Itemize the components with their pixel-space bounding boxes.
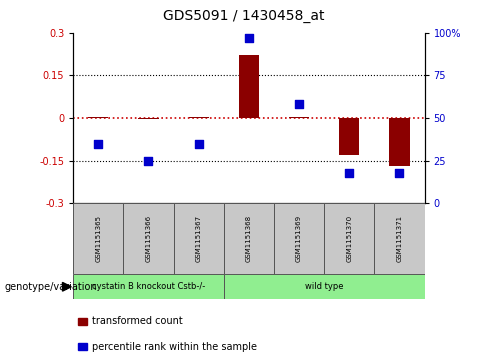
Bar	[289, 117, 309, 118]
Point	[346, 170, 353, 175]
FancyBboxPatch shape	[224, 203, 274, 274]
Text: cystatin B knockout Cstb-/-: cystatin B knockout Cstb-/-	[92, 282, 205, 291]
FancyBboxPatch shape	[374, 203, 425, 274]
Text: GDS5091 / 1430458_at: GDS5091 / 1430458_at	[163, 9, 325, 23]
Bar	[339, 118, 359, 155]
Text: wild type: wild type	[305, 282, 344, 291]
Bar	[239, 56, 259, 118]
Bar	[389, 118, 409, 166]
Text: transformed count: transformed count	[92, 316, 183, 326]
FancyBboxPatch shape	[73, 274, 224, 299]
Polygon shape	[62, 282, 71, 291]
Text: GSM1151370: GSM1151370	[346, 215, 352, 262]
FancyBboxPatch shape	[224, 274, 425, 299]
Point	[295, 101, 303, 107]
Bar	[88, 117, 108, 118]
FancyBboxPatch shape	[274, 203, 324, 274]
Text: GSM1151367: GSM1151367	[196, 215, 202, 262]
FancyBboxPatch shape	[324, 203, 374, 274]
Text: GSM1151368: GSM1151368	[246, 215, 252, 262]
Bar	[139, 118, 159, 119]
Text: GSM1151366: GSM1151366	[145, 215, 151, 262]
Text: GSM1151371: GSM1151371	[396, 215, 403, 262]
Text: GSM1151369: GSM1151369	[296, 215, 302, 262]
Point	[144, 158, 152, 163]
Text: genotype/variation: genotype/variation	[5, 282, 98, 292]
Point	[195, 141, 203, 147]
FancyBboxPatch shape	[73, 203, 123, 274]
Point	[245, 35, 253, 41]
Text: percentile rank within the sample: percentile rank within the sample	[92, 342, 257, 352]
Point	[396, 170, 404, 175]
Point	[94, 141, 102, 147]
FancyBboxPatch shape	[123, 203, 174, 274]
Text: GSM1151365: GSM1151365	[95, 215, 102, 262]
FancyBboxPatch shape	[174, 203, 224, 274]
Bar	[189, 117, 209, 118]
